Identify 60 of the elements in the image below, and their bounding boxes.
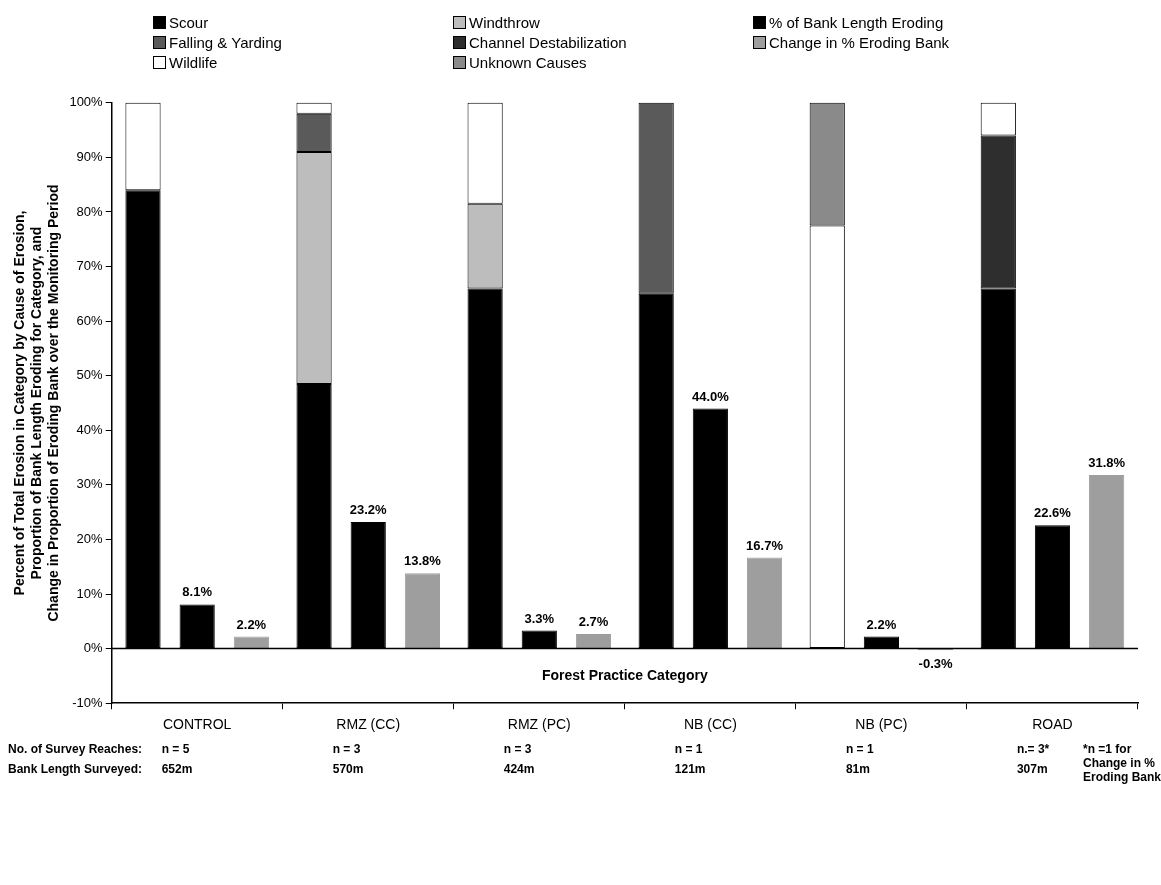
y-tick-label: 20% <box>76 531 104 547</box>
text: *n =1 for Change in % Eroding Bank <box>1083 742 1161 784</box>
legend-label: Wildlife <box>169 53 218 71</box>
data-label: 2.2% <box>236 616 267 632</box>
data-label: 2.7% <box>578 613 609 629</box>
legend-label: Channel Destabilization <box>469 33 627 51</box>
text: n.= 3* <box>1016 742 1050 756</box>
data-label: -0.3% <box>918 656 953 672</box>
data-label: 23.2% <box>349 502 388 518</box>
bar <box>1089 475 1125 649</box>
legend-label: Unknown Causes <box>469 53 587 71</box>
legend-label: Windthrow <box>469 13 540 31</box>
y-tick-label: 10% <box>76 585 104 601</box>
y-tick-label: 100% <box>69 94 104 110</box>
text: No. of Survey Reaches: <box>8 742 143 756</box>
text: 424m <box>503 762 536 776</box>
legend-label: Scour <box>169 13 209 31</box>
text: 570m <box>332 762 365 776</box>
text: n = 3 <box>503 742 533 756</box>
y-tick-label: 50% <box>76 367 104 383</box>
text: 121m <box>674 762 707 776</box>
x-tick-label: ROAD <box>1032 716 1073 733</box>
text: n = 3 <box>332 742 362 756</box>
bar <box>233 636 269 649</box>
y-tick-label: 70% <box>76 258 104 274</box>
y-tick-label: 0% <box>83 640 104 656</box>
y-tick-label: 40% <box>76 421 104 437</box>
data-label: 8.1% <box>182 584 213 600</box>
text: n = 5 <box>161 742 191 756</box>
x-tick-label: CONTROL <box>162 716 232 733</box>
text: 81m <box>845 762 871 776</box>
text: n = 1 <box>674 742 704 756</box>
x-tick-label: RMZ (PC) <box>507 716 571 733</box>
data-label: 22.6% <box>1034 505 1072 521</box>
y-tick-label: 60% <box>76 312 104 328</box>
data-label: 13.8% <box>403 553 442 569</box>
legend-label: Change in % Eroding Bank <box>769 33 950 51</box>
x-tick-label: NB (CC) <box>683 716 737 733</box>
y-tick-label: 90% <box>76 148 104 164</box>
data-label: 2.2% <box>866 616 897 632</box>
data-label: 16.7% <box>746 537 784 553</box>
x-axis-title: Forest Practice Category <box>541 666 708 683</box>
bar <box>575 633 612 649</box>
y-tick-label: 80% <box>76 203 104 219</box>
data-label: 3.3% <box>524 610 555 626</box>
x-tick-label: NB (PC) <box>855 716 908 733</box>
bar <box>746 557 783 649</box>
text: Bank Length Surveyed: <box>8 762 143 776</box>
text: n = 1 <box>845 742 875 756</box>
data-label: 31.8% <box>1088 455 1126 471</box>
text: 652m <box>161 762 194 776</box>
x-tick-label: RMZ (CC) <box>336 716 401 733</box>
legend-label: % of Bank Length Eroding <box>769 13 944 31</box>
bar <box>404 573 441 649</box>
data-label: 44.0% <box>691 388 730 404</box>
y-tick-label: 30% <box>76 476 104 492</box>
legend-label: Falling & Yarding <box>169 33 282 51</box>
y-tick-label: -10% <box>72 694 104 710</box>
text: 307m <box>1016 762 1048 776</box>
y-axis-title: Percent of Total Erosion in Category by Cause of Erosion, Proportion of Bank Length Eroding for Category, and Change in Proportion of Eroding Bank over the Monitoring Period <box>11 184 61 622</box>
